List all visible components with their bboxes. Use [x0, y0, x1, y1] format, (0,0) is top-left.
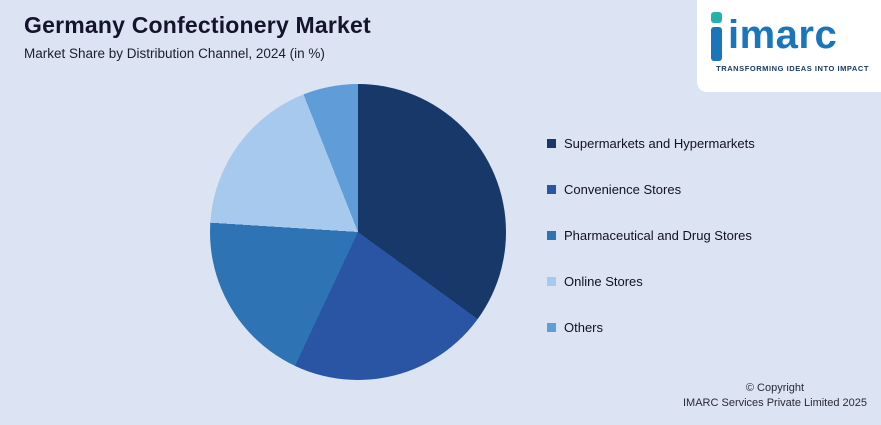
- legend-label: Pharmaceutical and Drug Stores: [564, 228, 752, 243]
- legend-label: Online Stores: [564, 274, 643, 289]
- copyright-line-2: IMARC Services Private Limited 2025: [682, 397, 867, 409]
- legend-label: Convenience Stores: [564, 182, 682, 197]
- page-subtitle: Market Share by Distribution Channel, 20…: [24, 46, 325, 61]
- imarc-logo-stem-icon: [711, 27, 722, 61]
- legend-marker: [547, 323, 556, 332]
- legend: Supermarkets and Hypermarkets Convenienc…: [547, 136, 755, 335]
- copyright-line-1: © Copyright: [745, 382, 805, 394]
- legend-marker: [547, 185, 556, 194]
- imarc-tagline: TRANSFORMING IDEAS INTO IMPACT: [716, 64, 869, 73]
- legend-label: Supermarkets and Hypermarkets: [564, 136, 755, 151]
- imarc-brand-text: imarc: [728, 13, 838, 57]
- legend-item: Convenience Stores: [547, 182, 755, 197]
- legend-label: Others: [564, 320, 604, 335]
- legend-marker: [547, 277, 556, 286]
- imarc-logo-card: imarc TRANSFORMING IDEAS INTO IMPACT: [697, 0, 881, 92]
- imarc-logo-bar-icon: [711, 12, 722, 61]
- legend-item: Supermarkets and Hypermarkets: [547, 136, 755, 151]
- page-title: Germany Confectionery Market: [24, 12, 371, 38]
- copyright-block: © Copyright IMARC Services Private Limit…: [683, 381, 867, 411]
- legend-item: Online Stores: [547, 274, 755, 289]
- imarc-logo: imarc: [711, 10, 869, 61]
- legend-item: Others: [547, 320, 755, 335]
- legend-item: Pharmaceutical and Drug Stores: [547, 228, 755, 243]
- legend-marker: [547, 139, 556, 148]
- pie-chart: [210, 84, 506, 380]
- header: Germany Confectionery Market Market Shar…: [24, 12, 371, 61]
- imarc-logo-dot-icon: [711, 12, 722, 23]
- legend-marker: [547, 231, 556, 240]
